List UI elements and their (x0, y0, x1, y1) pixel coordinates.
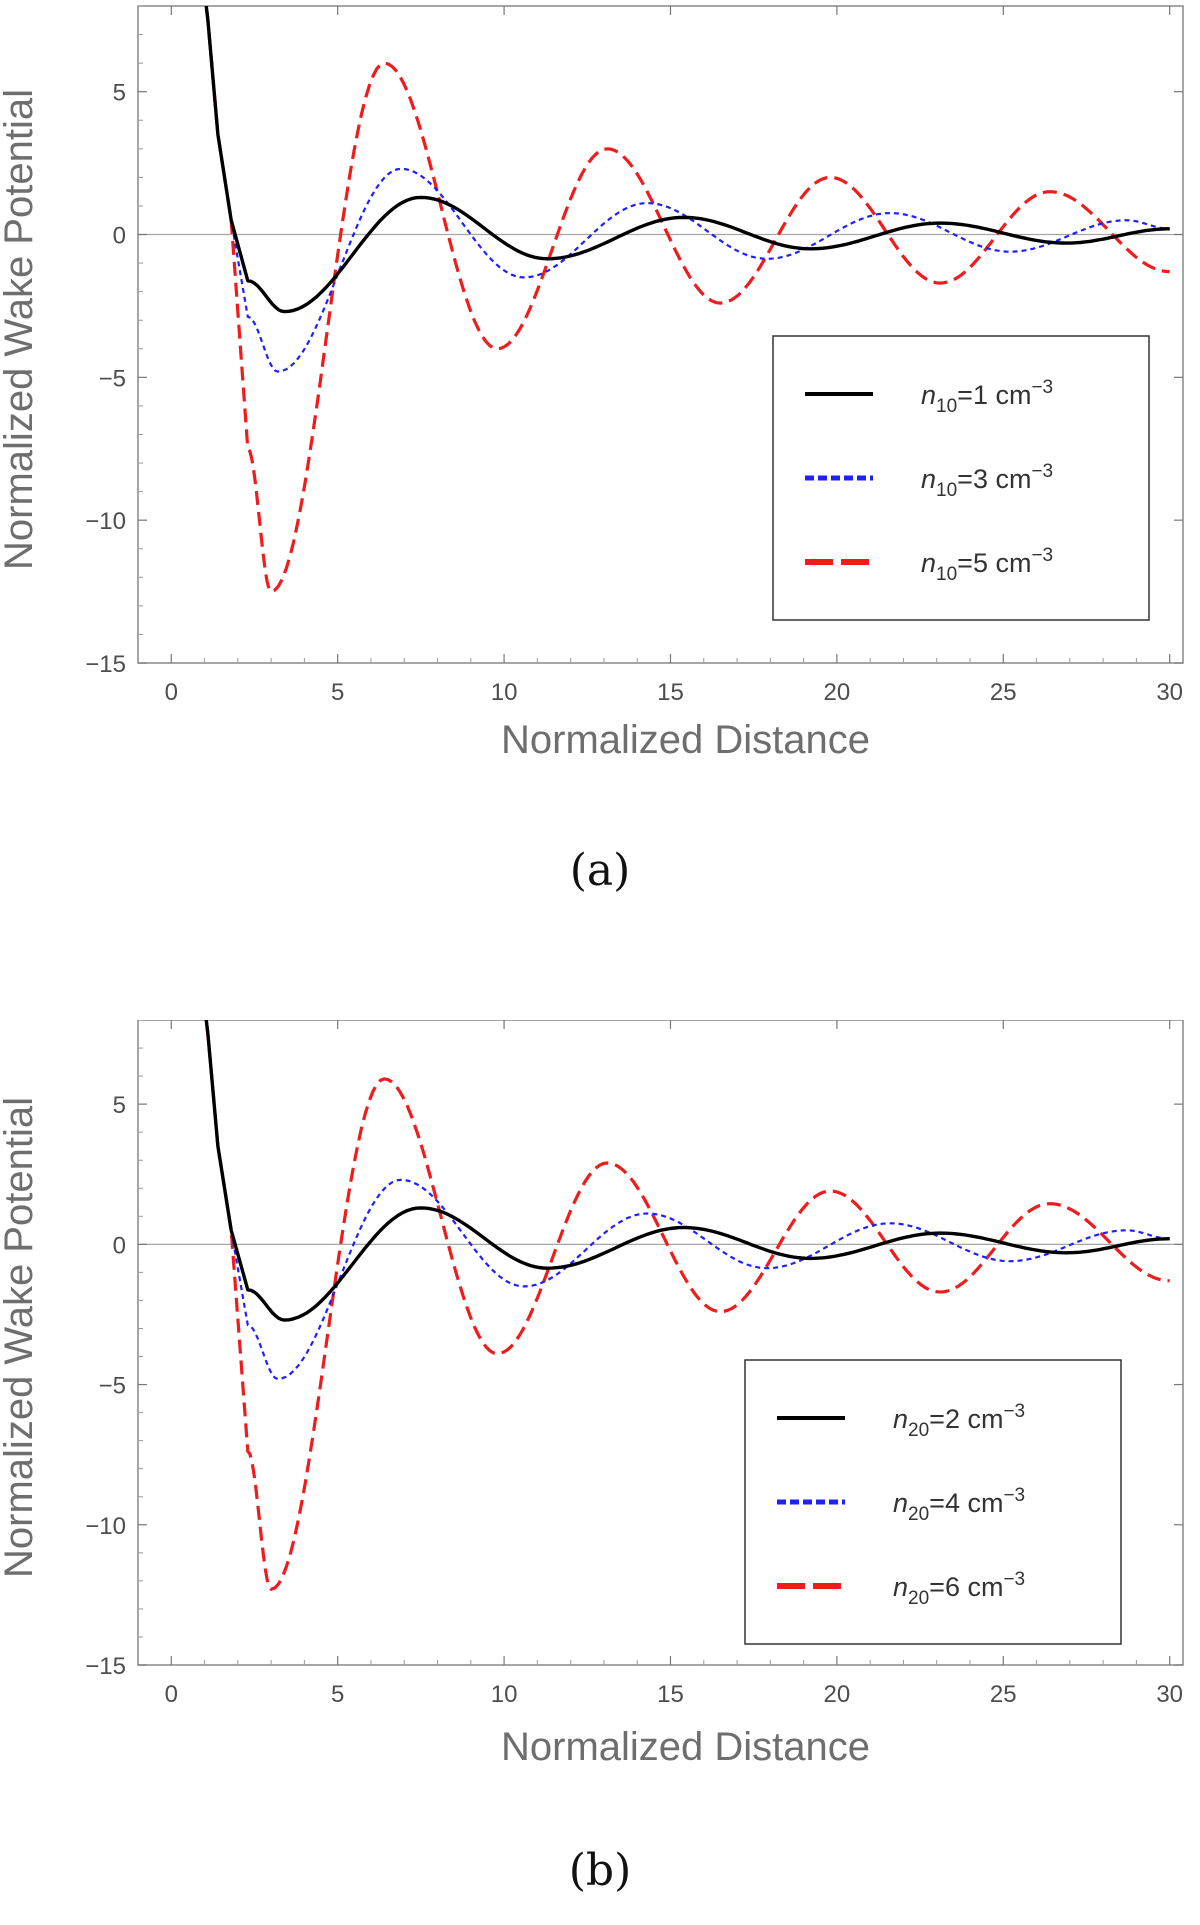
x-tick-label: 10 (491, 1681, 518, 1708)
series-line-2 (205, 1020, 1170, 1381)
y-tick-label: 5 (113, 80, 126, 107)
legend-label-2: n20=4 cm−3 (893, 1485, 1025, 1525)
y-tick-label: −10 (85, 1513, 126, 1540)
series-group (204, 1020, 1170, 1591)
y-tick-label: 0 (113, 1232, 126, 1259)
y-tick-label: −15 (85, 1653, 126, 1680)
plot-frame (137, 1019, 1184, 1666)
series-line-3 (204, 1020, 1170, 1591)
y-tick-label: 0 (113, 223, 126, 250)
panel-caption: (b) (569, 1845, 632, 1896)
x-tick-label: 0 (165, 679, 178, 706)
chart-svg-a: 0 5 10 15 20 25 30 5 0 −5 −10 −15 Normalized Distanc… (0, 5, 1184, 896)
x-tick-label: 10 (491, 679, 518, 706)
series-line-1 (204, 6, 1170, 314)
x-tick-label: 30 (1156, 1681, 1183, 1708)
plot-frame (137, 5, 1184, 664)
series-line-1 (204, 1020, 1170, 1322)
y-tick-label: 5 (113, 1092, 126, 1119)
chart-panel-b: 0 5 10 15 20 25 30 5 0 −5 −10 −15 Normalized Distanc… (0, 1019, 1200, 1920)
x-tick-label: 5 (331, 1681, 344, 1708)
chart-svg-b: 0 5 10 15 20 25 30 5 0 −5 −10 −15 Normalized Distanc… (0, 1019, 1184, 1896)
legend-label-1: n20=2 cm−3 (893, 1401, 1025, 1441)
panel-caption: (a) (570, 845, 631, 896)
legend-label-2: n10=3 cm−3 (921, 461, 1053, 501)
x-tick-label: 15 (657, 1681, 684, 1708)
y-axis-label: Normalized Wake Potential (0, 89, 41, 570)
x-axis-label: Normalized Distance (501, 1725, 870, 1769)
legend: n10=1 cm−3 n10=3 cm−3 n10=5 cm−3 (772, 335, 1150, 621)
legend-label-3: n10=5 cm−3 (921, 545, 1053, 585)
y-tick-label: −15 (85, 651, 126, 678)
x-tick-label: 30 (1156, 679, 1183, 706)
y-tick-label: −5 (99, 365, 126, 392)
legend-label-1: n10=1 cm−3 (921, 377, 1053, 417)
x-tick-label: 15 (657, 679, 684, 706)
chart-panel-a: 0 5 10 15 20 25 30 5 0 −5 −10 −15 Normalized Distanc… (0, 0, 1200, 960)
y-tick-label: −10 (85, 508, 126, 535)
x-tick-label: 25 (990, 1681, 1017, 1708)
series-line-2 (205, 6, 1170, 373)
x-tick-label: 5 (331, 679, 344, 706)
x-tick-label: 25 (990, 679, 1017, 706)
x-tick-label: 0 (165, 1681, 178, 1708)
x-tick-label: 20 (824, 679, 851, 706)
legend-label-3: n20=6 cm−3 (893, 1569, 1025, 1609)
x-tick-label: 20 (824, 1681, 851, 1708)
series-group (204, 6, 1170, 594)
y-tick-label: −5 (99, 1373, 126, 1400)
x-axis-label: Normalized Distance (501, 718, 870, 762)
series-line-3 (204, 6, 1170, 594)
y-axis-label: Normalized Wake Potential (0, 1097, 41, 1578)
legend: n20=2 cm−3 n20=4 cm−3 n20=6 cm−3 (744, 1359, 1122, 1645)
